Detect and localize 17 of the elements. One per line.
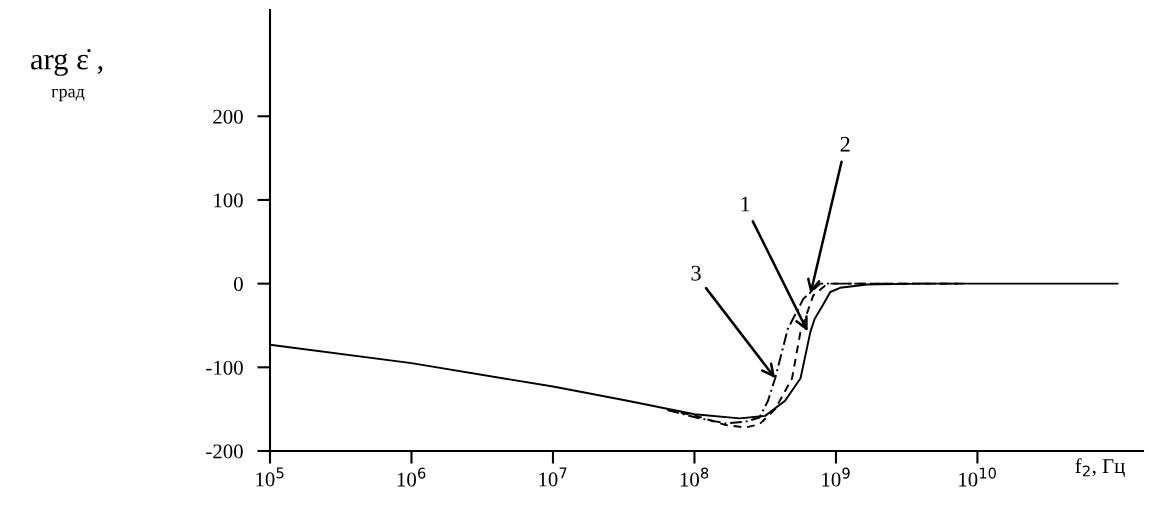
y-tick-label: -100 [206,360,243,375]
x-tick-label: 10$^{10}$ [959,467,996,487]
x-tick-label: 10$^{9}$ [822,467,850,487]
annotation: 2 [840,136,850,152]
x-tick-label: 10$^{6}$ [397,467,426,487]
x-tick-label: 10$^{5}$ [256,467,284,487]
y-tick-label: 200 [213,109,243,124]
y-tick-label: -200 [206,444,243,459]
y-axis-title: arg ε̇ , [31,49,103,76]
x-axis-title: f$_{2}$, Гц [1075,458,1125,477]
text: град [51,88,85,102]
y-tick-label: 100 [214,193,243,208]
x-tick-label: 10$^{7}$ [539,467,567,487]
annotation: 3 [691,265,701,281]
x-tick-label: 10$^{8}$ [680,467,709,487]
y-tick-label: 0 [233,277,243,292]
annotation: 1 [741,196,750,212]
